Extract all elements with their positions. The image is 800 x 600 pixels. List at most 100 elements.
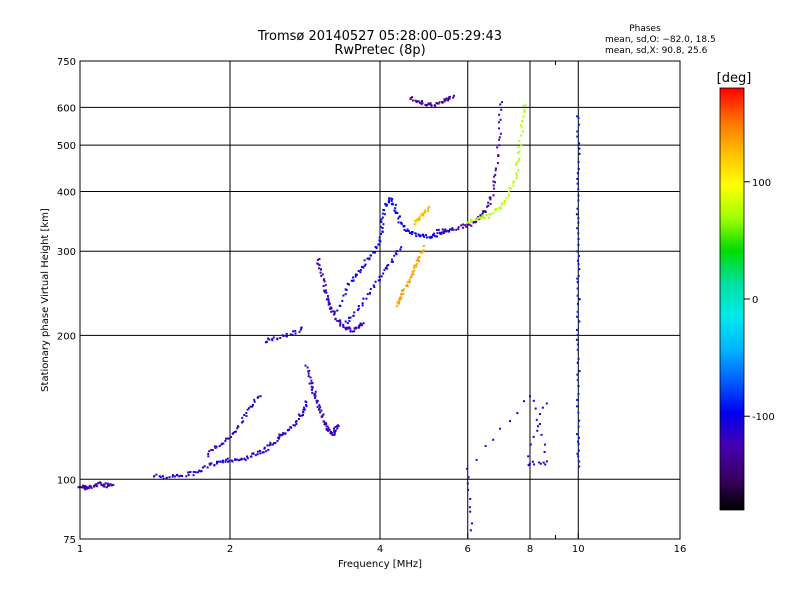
data-point	[315, 399, 318, 402]
data-point	[445, 230, 448, 233]
data-point	[578, 123, 581, 126]
data-point	[576, 398, 579, 401]
data-point	[292, 330, 295, 333]
data-point	[507, 193, 510, 196]
data-point	[388, 197, 391, 200]
data-point	[415, 235, 418, 238]
data-point	[386, 267, 389, 270]
data-point	[105, 486, 108, 489]
data-point	[390, 199, 393, 202]
data-point	[578, 142, 581, 145]
data-point	[185, 475, 188, 478]
data-point	[543, 450, 546, 453]
data-point	[575, 328, 578, 331]
data-point	[161, 475, 164, 478]
data-point	[360, 323, 363, 326]
data-point	[291, 333, 294, 336]
data-point	[380, 218, 383, 221]
data-point	[417, 257, 420, 260]
data-point	[578, 147, 581, 150]
data-point	[527, 455, 530, 458]
data-point	[414, 223, 417, 226]
data-point	[417, 100, 420, 103]
data-point	[333, 429, 336, 432]
data-point	[433, 235, 436, 238]
data-point	[356, 309, 359, 312]
data-point	[428, 205, 431, 208]
data-point	[419, 251, 422, 254]
data-point	[539, 462, 542, 465]
data-point	[575, 433, 578, 436]
data-point	[246, 457, 249, 460]
data-point	[354, 273, 357, 276]
data-point	[469, 220, 472, 223]
data-point	[413, 269, 416, 272]
data-point	[422, 234, 425, 237]
data-point	[408, 278, 411, 281]
data-point	[398, 298, 401, 301]
data-point	[443, 98, 446, 101]
data-point	[497, 154, 500, 157]
data-point	[577, 425, 580, 428]
data-point	[80, 486, 83, 489]
data-point	[175, 473, 178, 476]
data-point	[382, 272, 385, 275]
data-point	[466, 467, 469, 470]
y-tick-label: 100	[57, 475, 76, 486]
x-tick-label: 2	[227, 544, 233, 555]
data-point	[438, 101, 441, 104]
data-point	[512, 181, 515, 184]
data-point	[207, 452, 210, 455]
data-point	[406, 229, 409, 232]
data-point	[304, 364, 307, 367]
data-point	[578, 268, 581, 271]
data-point	[485, 213, 488, 216]
data-point	[224, 458, 227, 461]
data-point	[369, 288, 372, 291]
data-point	[284, 432, 287, 435]
data-point	[528, 462, 531, 465]
data-point	[498, 113, 501, 116]
data-point	[403, 228, 406, 231]
data-point	[391, 260, 394, 263]
data-point	[351, 279, 354, 282]
data-point	[265, 340, 268, 343]
data-point	[503, 202, 506, 205]
data-point	[208, 450, 211, 453]
data-point	[411, 270, 414, 273]
data-point	[266, 337, 269, 340]
data-point	[398, 300, 401, 303]
data-point	[253, 400, 256, 403]
data-point	[509, 187, 512, 190]
data-point	[576, 177, 579, 180]
data-point	[381, 230, 384, 233]
data-point	[441, 101, 444, 104]
data-point	[381, 212, 384, 215]
data-point	[520, 126, 523, 129]
x-tick-label: 16	[674, 544, 687, 555]
data-point	[310, 385, 313, 388]
data-point	[465, 225, 468, 228]
data-point	[419, 234, 422, 237]
data-point	[322, 413, 325, 416]
data-point	[576, 115, 579, 118]
data-point	[360, 265, 363, 268]
data-point	[372, 284, 375, 287]
data-point	[314, 395, 317, 398]
data-point	[189, 470, 192, 473]
data-point	[403, 288, 406, 291]
data-point	[316, 405, 319, 408]
data-point	[410, 275, 413, 278]
data-point	[494, 209, 497, 212]
data-point	[261, 451, 264, 454]
data-point	[396, 212, 399, 215]
data-point	[158, 475, 161, 478]
data-point	[498, 127, 501, 130]
data-point	[441, 231, 444, 234]
data-point	[429, 236, 432, 239]
data-point	[469, 497, 472, 500]
data-point	[308, 369, 311, 372]
data-point	[231, 460, 234, 463]
data-point	[420, 103, 423, 106]
